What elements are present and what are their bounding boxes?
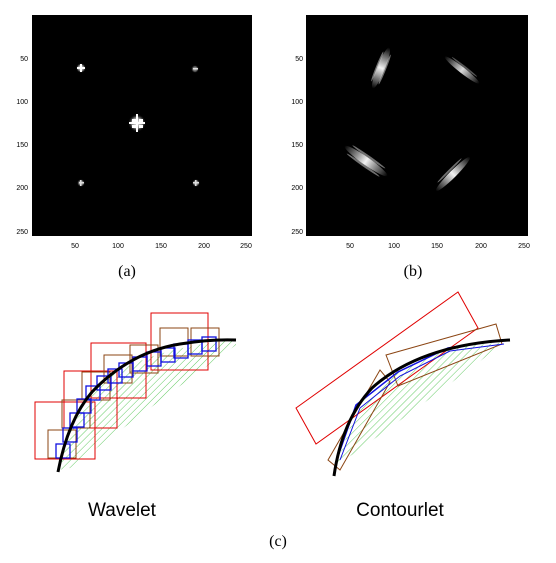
- spot-top-right: [191, 65, 199, 73]
- x-tick: 150: [155, 243, 167, 250]
- panel-b: 50 100 150 200 250 50 100 150 200 250 (b…: [291, 15, 530, 280]
- streak-lower-left: [344, 145, 388, 177]
- spot-bottom-right: [192, 179, 200, 187]
- x-tick: 200: [198, 243, 210, 250]
- contourlet-red-box: [295, 291, 479, 445]
- contourlet-diagram: Contourlet: [295, 291, 511, 521]
- y-tick: 50: [295, 56, 303, 63]
- wavelet-curve: [56, 338, 237, 473]
- x-tick: 50: [71, 243, 79, 250]
- x-tick: 100: [112, 243, 124, 250]
- x-tick: 50: [346, 243, 354, 250]
- panel-a-y-ticks: 50 100 150 200 250: [16, 56, 28, 236]
- spot-center: [128, 114, 146, 132]
- panel-b-y-ticks: 50 100 150 200 250: [291, 56, 303, 236]
- x-tick: 100: [388, 243, 400, 250]
- y-tick: 200: [291, 185, 303, 192]
- y-tick: 150: [291, 142, 303, 149]
- streak-lower-right: [435, 156, 471, 192]
- x-tick: 200: [475, 243, 487, 250]
- y-tick: 150: [16, 142, 28, 149]
- panel-b-x-ticks: 50 100 150 200 250: [346, 243, 530, 250]
- contourlet-hatch-region: [336, 342, 505, 466]
- wavelet-red-boxes: [34, 312, 209, 460]
- panel-b-image: [306, 15, 528, 236]
- y-tick: 100: [291, 99, 303, 106]
- y-tick: 250: [291, 229, 303, 236]
- wavelet-diagram: Wavelet: [34, 312, 237, 521]
- panel-a: 50 100 150 200 250 50 100 150 200 250 (a…: [16, 15, 252, 280]
- panel-a-spots: [76, 63, 200, 187]
- contourlet-blue-segments-2: [339, 343, 505, 461]
- wavelet-hatch-region: [58, 340, 236, 470]
- panel-b-streaks: [344, 47, 480, 192]
- x-tick: 150: [431, 243, 443, 250]
- y-tick: 200: [16, 185, 28, 192]
- y-tick: 50: [20, 56, 28, 63]
- x-tick: 250: [518, 243, 530, 250]
- y-tick: 250: [16, 229, 28, 236]
- spot-bottom-left: [77, 179, 85, 187]
- y-tick: 100: [16, 99, 28, 106]
- streak-upper-left: [371, 47, 391, 89]
- wavelet-label: Wavelet: [88, 500, 157, 521]
- caption-b: (b): [404, 263, 423, 280]
- spot-top-left: [76, 63, 86, 73]
- caption-c: (c): [269, 533, 287, 550]
- contourlet-label: Contourlet: [356, 500, 444, 521]
- contourlet-curve: [332, 338, 511, 477]
- x-tick: 250: [240, 243, 252, 250]
- caption-a: (a): [118, 263, 136, 280]
- panel-a-x-ticks: 50 100 150 200 250: [71, 243, 252, 250]
- streak-upper-right: [444, 56, 480, 84]
